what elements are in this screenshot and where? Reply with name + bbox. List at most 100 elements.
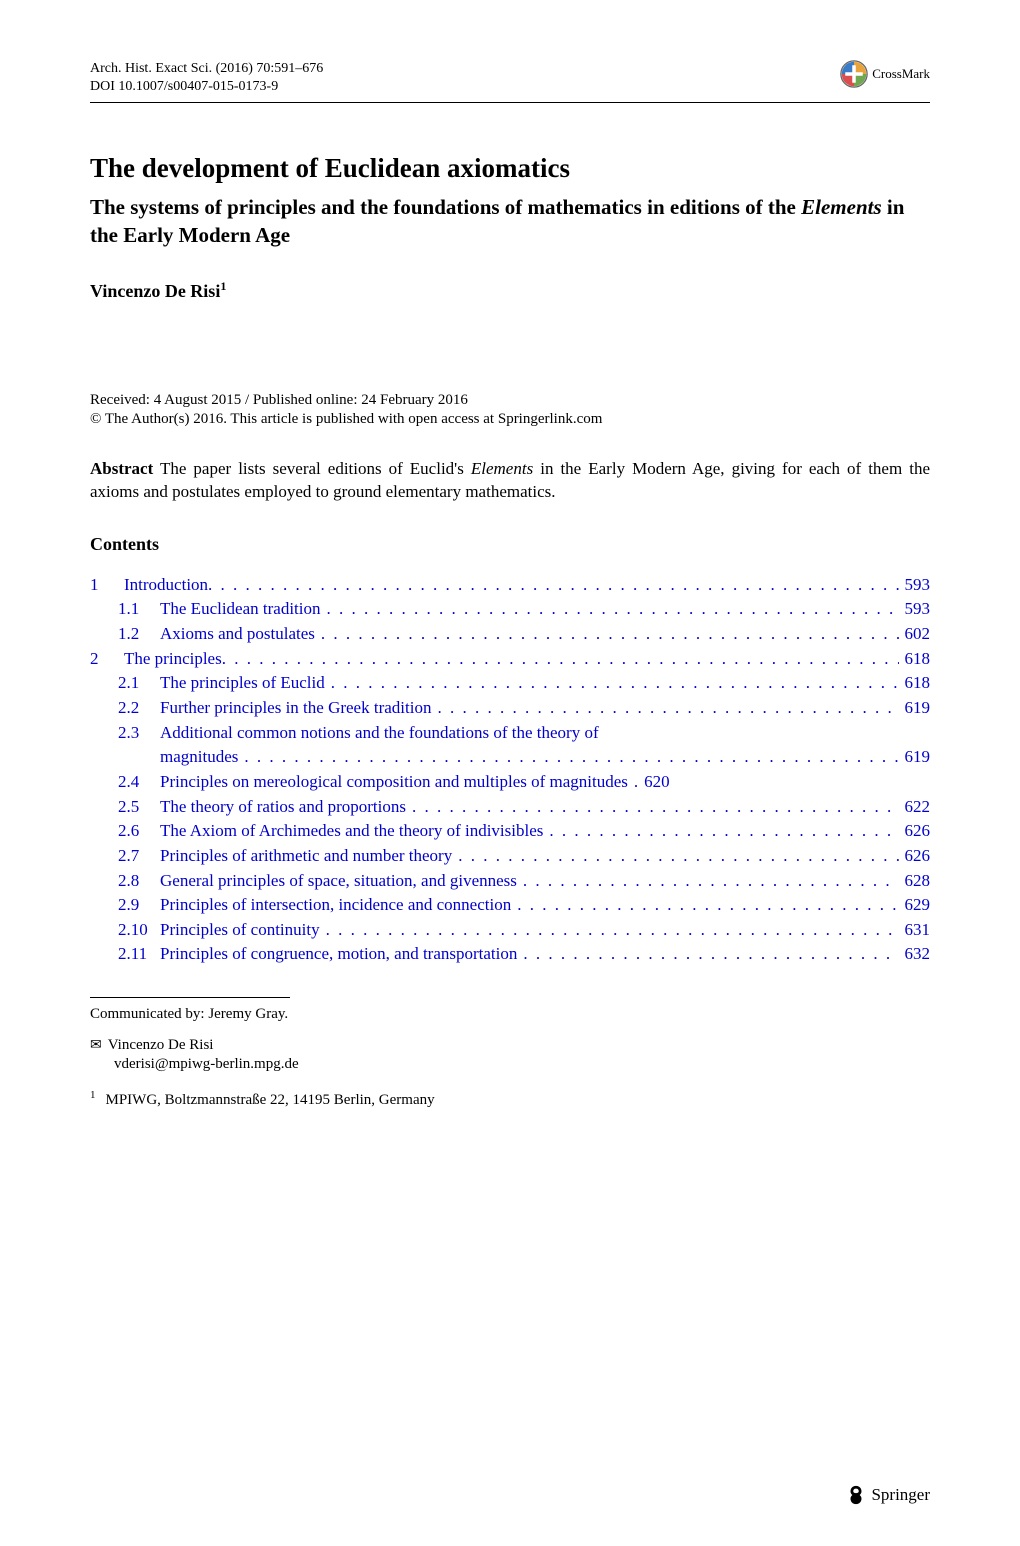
journal-info: Arch. Hist. Exact Sci. (2016) 70:591–676 xyxy=(90,60,323,78)
toc-number: 1.2 xyxy=(118,622,160,647)
affiliation: 1MPIWG, Boltzmannstraße 22, 14195 Berlin… xyxy=(90,1089,930,1109)
header-left: Arch. Hist. Exact Sci. (2016) 70:591–676… xyxy=(90,60,323,96)
toc-number: 2 xyxy=(90,647,112,672)
table-of-contents: 1Introduction5931.1The Euclidean traditi… xyxy=(90,573,930,967)
toc-page: 618 xyxy=(905,647,931,672)
toc-page: 593 xyxy=(905,597,931,622)
toc-page: 628 xyxy=(905,869,931,894)
crossmark-badge[interactable]: CrossMark xyxy=(840,60,930,88)
toc-text: The Axiom of Archimedes and the theory o… xyxy=(160,819,543,844)
toc-number: 2.5 xyxy=(118,795,160,820)
toc-text: Principles of arithmetic and number theo… xyxy=(160,844,452,869)
toc-page: 632 xyxy=(905,942,931,967)
toc-number: 1 xyxy=(90,573,112,598)
page-header: Arch. Hist. Exact Sci. (2016) 70:591–676… xyxy=(90,60,930,96)
toc-page: 593 xyxy=(905,573,931,598)
toc-entry[interactable]: 2.3Additional common notions and the fou… xyxy=(90,721,930,746)
toc-number: 2.10 xyxy=(118,918,160,943)
toc-entry[interactable]: 2.10Principles of continuity 631 xyxy=(90,918,930,943)
toc-page: 620 xyxy=(644,770,670,795)
toc-page: 626 xyxy=(905,844,931,869)
abstract: Abstract The paper lists several edition… xyxy=(90,458,930,504)
toc-text: The theory of ratios and proportions xyxy=(160,795,406,820)
toc-text: Principles of continuity xyxy=(160,918,320,943)
toc-number: 2.6 xyxy=(118,819,160,844)
copyright: © The Author(s) 2016. This article is pu… xyxy=(90,411,930,428)
toc-text: The principles of Euclid xyxy=(160,671,325,696)
toc-number: 2.9 xyxy=(118,893,160,918)
header-rule xyxy=(90,102,930,103)
toc-entry[interactable]: magnitudes 619 xyxy=(90,745,930,770)
toc-entry[interactable]: 2.6The Axiom of Archimedes and the theor… xyxy=(90,819,930,844)
toc-page: 619 xyxy=(905,745,931,770)
toc-number: 2.8 xyxy=(118,869,160,894)
springer-logo: Springer xyxy=(845,1484,930,1506)
abstract-label: Abstract xyxy=(90,459,153,478)
toc-text: Principles on mereological composition a… xyxy=(160,770,628,795)
toc-dots xyxy=(331,671,899,696)
communicated-by: Communicated by: Jeremy Gray. xyxy=(90,1006,930,1023)
toc-page: 602 xyxy=(905,622,931,647)
toc-page: 629 xyxy=(905,893,931,918)
toc-entry[interactable]: 2.11Principles of congruence, motion, an… xyxy=(90,942,930,967)
corresponding-email: vderisi@mpiwg-berlin.mpg.de xyxy=(114,1056,930,1073)
toc-dots xyxy=(523,869,899,894)
toc-number: 2.4 xyxy=(118,770,160,795)
toc-entry[interactable]: 2.8General principles of space, situatio… xyxy=(90,869,930,894)
toc-number: 2.7 xyxy=(118,844,160,869)
springer-icon xyxy=(845,1484,867,1506)
toc-dots xyxy=(412,795,899,820)
toc-dots xyxy=(523,942,898,967)
toc-number: 2.11 xyxy=(118,942,160,967)
crossmark-label: CrossMark xyxy=(872,66,930,82)
toc-entry[interactable]: 2.2Further principles in the Greek tradi… xyxy=(90,696,930,721)
footer-rule xyxy=(90,997,290,998)
toc-text: Introduction xyxy=(124,573,208,598)
toc-entry[interactable]: 2.5The theory of ratios and proportions 6… xyxy=(90,795,930,820)
toc-dots xyxy=(437,696,898,721)
toc-dots xyxy=(549,819,898,844)
toc-number: 1.1 xyxy=(118,597,160,622)
toc-entry[interactable]: 2.7Principles of arithmetic and number t… xyxy=(90,844,930,869)
toc-page: 626 xyxy=(905,819,931,844)
toc-dots xyxy=(208,573,898,598)
toc-text: Axioms and postulates xyxy=(160,622,315,647)
toc-entry[interactable]: 1 Introduction 593 xyxy=(90,573,930,598)
toc-text: Principles of congruence, motion, and tr… xyxy=(160,942,517,967)
toc-entry[interactable]: 2.4Principles on mereological compositio… xyxy=(90,770,930,795)
author: Vincenzo De Risi1 xyxy=(90,279,930,302)
toc-entry[interactable]: 1.1The Euclidean tradition 593 xyxy=(90,597,930,622)
toc-page: 631 xyxy=(905,918,931,943)
toc-dots xyxy=(327,597,899,622)
toc-dots xyxy=(321,622,899,647)
crossmark-icon xyxy=(840,60,868,88)
toc-dots xyxy=(458,844,898,869)
toc-page: 622 xyxy=(905,795,931,820)
toc-page: 619 xyxy=(905,696,931,721)
dates: Received: 4 August 2015 / Published onli… xyxy=(90,392,930,409)
contents-heading: Contents xyxy=(90,534,930,555)
toc-page: 618 xyxy=(905,671,931,696)
article-subtitle: The systems of principles and the founda… xyxy=(90,194,930,249)
toc-text: The Euclidean tradition xyxy=(160,597,321,622)
toc-dots xyxy=(517,893,898,918)
corresponding-author: ✉Vincenzo De Risi xyxy=(90,1037,930,1054)
envelope-icon: ✉ xyxy=(90,1038,102,1053)
toc-entry[interactable]: 2.1The principles of Euclid 618 xyxy=(90,671,930,696)
toc-number: 2.1 xyxy=(118,671,160,696)
toc-text: General principles of space, situation, … xyxy=(160,869,517,894)
toc-entry[interactable]: 1.2Axioms and postulates 602 xyxy=(90,622,930,647)
toc-dots xyxy=(326,918,899,943)
doi: DOI 10.1007/s00407-015-0173-9 xyxy=(90,78,323,96)
article-title: The development of Euclidean axiomatics xyxy=(90,153,930,184)
toc-entry[interactable]: 2.9Principles of intersection, incidence… xyxy=(90,893,930,918)
toc-text: magnitudes xyxy=(160,745,238,770)
toc-text: Further principles in the Greek traditio… xyxy=(160,696,431,721)
toc-number: 2.3 xyxy=(118,721,160,746)
toc-dots xyxy=(244,745,898,770)
toc-text: The principles xyxy=(124,647,222,672)
toc-text: Principles of intersection, incidence an… xyxy=(160,893,511,918)
toc-text: Additional common notions and the founda… xyxy=(160,721,599,746)
toc-entry[interactable]: 2 The principles 618 xyxy=(90,647,930,672)
toc-number: 2.2 xyxy=(118,696,160,721)
